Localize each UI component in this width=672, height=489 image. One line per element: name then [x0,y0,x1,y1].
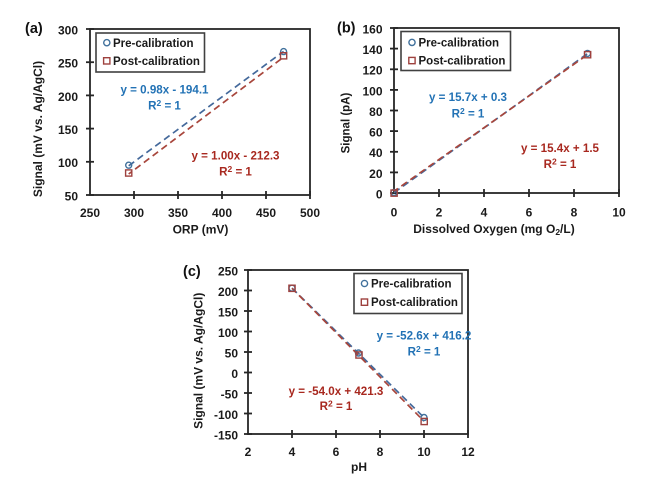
svg-text:10: 10 [417,445,431,459]
svg-text:2: 2 [245,445,252,459]
svg-text:y = 15.7x + 0.3: y = 15.7x + 0.3 [429,91,508,104]
svg-text:50: 50 [65,189,79,203]
svg-text:300: 300 [58,23,78,37]
svg-text:100: 100 [362,84,382,98]
svg-text:250: 250 [80,206,100,220]
svg-text:(a): (a) [25,21,43,37]
svg-text:pH: pH [351,460,367,474]
svg-text:100: 100 [218,326,238,340]
svg-text:12: 12 [461,445,475,459]
svg-text:10: 10 [612,206,626,220]
svg-text:200: 200 [218,285,238,299]
svg-text:300: 300 [124,206,144,220]
svg-text:Signal (pA): Signal (pA) [341,92,353,153]
svg-text:y = -52.6x + 416.2: y = -52.6x + 416.2 [377,330,472,343]
svg-text:0: 0 [376,187,383,201]
svg-text:y = -54.0x + 421.3: y = -54.0x + 421.3 [289,385,384,398]
svg-text:120: 120 [362,64,382,78]
svg-text:Post-calibration: Post-calibration [371,297,458,309]
svg-text:450: 450 [256,206,276,220]
svg-text:(c): (c) [183,264,201,280]
svg-text:60: 60 [369,126,383,140]
svg-text:150: 150 [218,306,238,320]
svg-text:Post-calibration: Post-calibration [113,56,200,68]
svg-text:Post-calibration: Post-calibration [419,56,506,68]
svg-text:R2 = 1: R2 = 1 [320,399,353,413]
svg-text:y = 0.98x - 194.1: y = 0.98x - 194.1 [121,84,210,97]
svg-text:R2 = 1: R2 = 1 [219,164,252,178]
svg-text:Signal (mV vs. Ag/AgCl): Signal (mV vs. Ag/AgCl) [192,293,206,429]
svg-text:4: 4 [289,445,296,459]
svg-text:Pre-calibration: Pre-calibration [113,38,194,50]
svg-text:(b): (b) [337,21,356,37]
svg-text:200: 200 [58,90,78,104]
svg-text:R2 = 1: R2 = 1 [408,344,441,358]
svg-text:500: 500 [300,206,320,220]
svg-text:Pre-calibration: Pre-calibration [419,38,500,50]
svg-text:100: 100 [58,156,78,170]
svg-text:160: 160 [362,22,382,36]
svg-text:20: 20 [369,167,383,181]
svg-text:400: 400 [212,206,232,220]
svg-text:8: 8 [377,445,384,459]
svg-text:6: 6 [526,206,533,220]
svg-text:50: 50 [225,347,239,361]
svg-text:150: 150 [58,123,78,137]
svg-text:-150: -150 [214,429,238,443]
svg-text:R2 = 1: R2 = 1 [452,106,485,120]
svg-text:350: 350 [168,206,188,220]
svg-text:Signal (mV vs. Ag/AgCl): Signal (mV vs. Ag/AgCl) [31,61,45,197]
svg-text:250: 250 [58,57,78,71]
svg-text:R2 = 1: R2 = 1 [148,98,181,112]
svg-text:250: 250 [218,265,238,279]
svg-text:-50: -50 [221,388,239,402]
svg-text:Dissolved Oxygen (mg O2/L): Dissolved Oxygen (mg O2/L) [413,222,574,237]
svg-text:80: 80 [369,105,383,119]
svg-text:0: 0 [391,206,398,220]
svg-text:-100: -100 [214,408,238,422]
svg-text:ORP (mV): ORP (mV) [173,223,229,237]
svg-text:6: 6 [333,445,340,459]
svg-text:140: 140 [362,43,382,57]
svg-text:R2 = 1: R2 = 1 [544,157,577,171]
svg-text:0: 0 [231,367,238,381]
svg-text:2: 2 [436,206,443,220]
svg-text:4: 4 [481,206,488,220]
svg-text:Pre-calibration: Pre-calibration [371,279,452,291]
svg-text:40: 40 [369,146,383,160]
svg-text:y = 1.00x - 212.3: y = 1.00x - 212.3 [192,150,281,163]
svg-text:y = 15.4x + 1.5: y = 15.4x + 1.5 [521,142,600,155]
svg-text:8: 8 [571,206,578,220]
